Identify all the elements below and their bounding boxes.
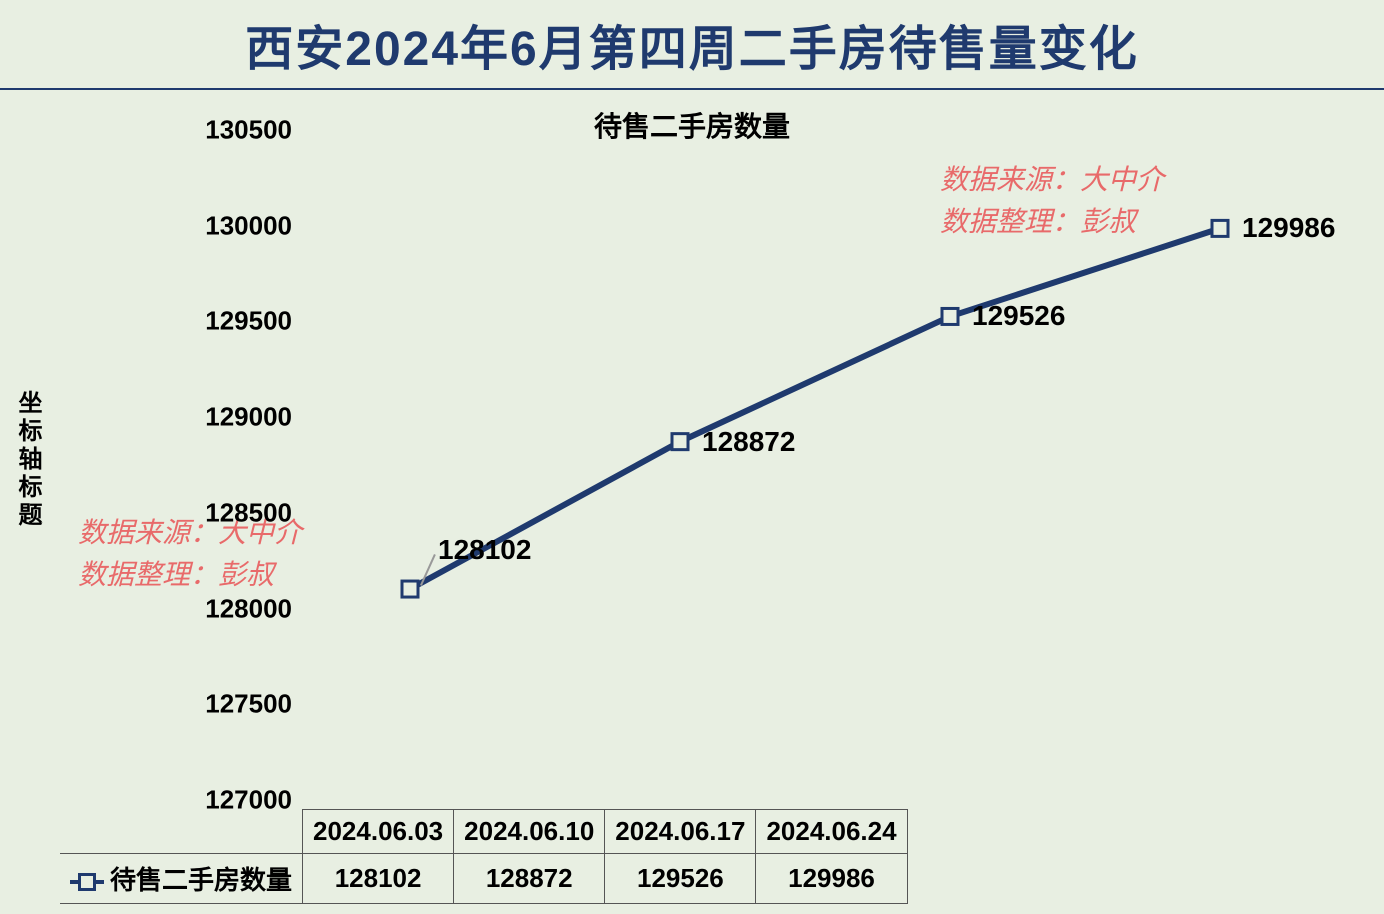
- table-col-1: 2024.06.10: [454, 810, 605, 854]
- table-row: 待售二手房数量 128102 128872 129526 129986: [60, 854, 907, 904]
- data-point-label: 128102: [438, 534, 531, 566]
- table-cell-2: 129526: [605, 854, 756, 904]
- table-cell-0: 128102: [303, 854, 454, 904]
- y-tick-label: 128000: [205, 593, 292, 624]
- data-point-label: 129986: [1242, 212, 1335, 244]
- page-title: 西安2024年6月第四周二手房待售量变化: [245, 9, 1138, 79]
- data-table: 2024.06.03 2024.06.10 2024.06.17 2024.06…: [60, 809, 908, 904]
- data-point-label: 129526: [972, 300, 1065, 332]
- y-tick-label: 128500: [205, 497, 292, 528]
- legend-series-name: 待售二手房数量: [110, 865, 292, 895]
- data-point-label: 128872: [702, 426, 795, 458]
- y-tick-label: 127500: [205, 689, 292, 720]
- table-cell-1: 128872: [454, 854, 605, 904]
- watermark-line2-r: 数据整理：彭叔: [940, 207, 1136, 238]
- table-col-3: 2024.06.24: [756, 810, 907, 854]
- table-row-head: 待售二手房数量: [60, 854, 303, 904]
- table-col-0: 2024.06.03: [303, 810, 454, 854]
- table-header-row: 2024.06.03 2024.06.10 2024.06.17 2024.06…: [60, 810, 907, 854]
- table-col-2: 2024.06.17: [605, 810, 756, 854]
- y-tick-label: 130000: [205, 210, 292, 241]
- y-tick-label: 130500: [205, 115, 292, 146]
- y-axis-title: 坐标轴标题: [10, 390, 45, 530]
- legend-marker-icon: [70, 880, 104, 884]
- watermark-right: 数据来源：大中介 数据整理：彭叔: [940, 160, 1164, 244]
- y-tick-label: 129500: [205, 306, 292, 337]
- chart-container: 待售二手房数量 坐标轴标题 数据来源：大中介 数据整理：彭叔 数据来源：大中介 …: [0, 90, 1384, 830]
- title-bar: 西安2024年6月第四周二手房待售量变化: [0, 0, 1384, 90]
- plot-area: [275, 130, 1355, 800]
- table-cell-3: 129986: [756, 854, 907, 904]
- y-tick-label: 129000: [205, 402, 292, 433]
- watermark-line2: 数据整理：彭叔: [78, 560, 274, 591]
- watermark-line1-r: 数据来源：大中介: [940, 165, 1164, 196]
- table-corner: [60, 810, 303, 854]
- line-chart-svg: [275, 130, 1355, 800]
